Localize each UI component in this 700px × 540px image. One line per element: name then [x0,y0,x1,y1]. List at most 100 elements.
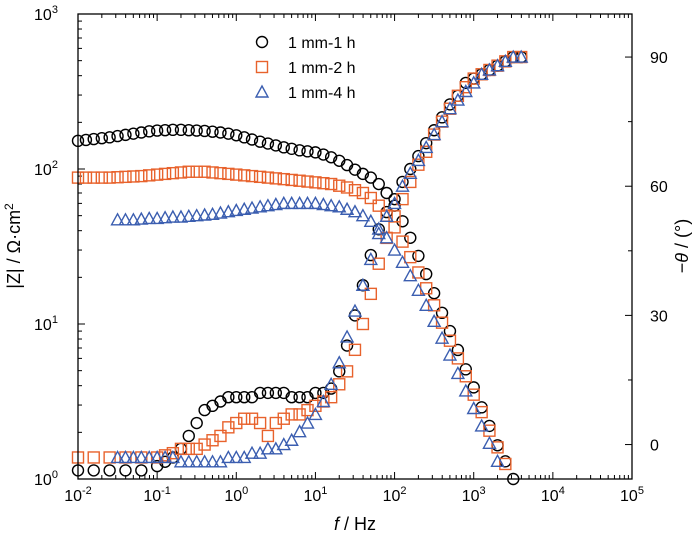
legend-label-3: 1 mm-4 h [288,85,356,102]
impedance-point [222,127,235,140]
phase-point [332,355,347,369]
phase-point [309,386,322,400]
impedance-point [269,139,283,152]
impedance-point [221,204,236,218]
impedance-point [157,210,173,224]
phase-point [450,92,466,106]
phase-point [221,450,236,464]
impedance-point [466,401,481,415]
phase-point [293,390,306,404]
phase-point [301,403,314,417]
phase-point [87,451,100,464]
phase-point [245,412,259,425]
x-tick-label-base: 10 [462,488,480,505]
phase-point [181,454,196,468]
impedance-point [111,129,124,143]
impedance-point [309,146,322,159]
impedance-point [182,123,195,137]
phase-point [87,464,100,477]
phase-point [388,210,401,223]
impedance-point [134,211,149,225]
phase-point [103,451,116,464]
impedance-point [372,199,385,212]
phase-point [434,114,450,128]
impedance-point [323,198,339,212]
phase-point [364,248,378,262]
phase-point [442,101,458,115]
phase-point [371,226,386,240]
impedance-point [293,174,306,187]
impedance-point [371,221,386,235]
legend-label-2: 1 mm-2 h [288,60,356,77]
phase-point [174,442,188,456]
impedance-point [213,205,228,219]
impedance-point [332,199,347,213]
impedance-point [166,123,180,137]
impedance-point [443,334,457,347]
phase-point [253,416,267,430]
impedance-point [165,209,181,223]
impedance-point [174,166,188,179]
impedance-point [442,347,458,361]
phase-point [395,178,410,192]
phase-point [285,408,298,421]
phase-point [214,429,227,443]
impedance-point [317,148,330,161]
phase-point [458,84,473,98]
impedance-point [229,203,244,217]
plot-frame [77,13,633,480]
impedance-point [79,133,93,147]
impedance-point [261,137,275,150]
impedance-point [173,209,189,223]
impedance-point [411,282,426,296]
impedance-point [118,212,133,226]
phase-point [379,208,394,223]
impedance-point [245,133,259,146]
impedance-point [260,198,276,212]
impedance-point [142,210,157,225]
phase-point [222,421,235,434]
impedance-point [182,165,195,178]
impedance-point [451,343,465,357]
y-left-tick-label-exp: 3 [52,4,58,16]
phase-point [426,127,442,141]
impedance-point [95,171,109,184]
y-right-tick-label: 0 [650,438,659,455]
phase-point [419,140,434,154]
impedance-point [435,316,449,329]
phase-point [506,49,521,63]
impedance-point [252,199,268,213]
phase-point [230,416,243,430]
impedance-point [245,169,259,183]
impedance-point [355,208,371,222]
axis-ticks: 10-2 10-1 100 101 102 103 104 10510010110210303… [34,4,668,505]
phase-point [404,162,417,176]
impedance-point [363,213,378,227]
impedance-point [135,169,148,183]
impedance-point [333,179,346,192]
impedance-point [450,365,466,380]
impedance-point [149,210,165,225]
phase-point [347,303,363,317]
legend-marker-triangle [254,84,270,98]
legend-item-1: 1 mm-1 h [255,35,356,52]
phase-point [182,429,195,443]
impedance-point [277,172,290,186]
impedance-point [181,208,196,223]
phase-point [134,450,149,464]
phase-point [205,454,220,468]
x-tick-label-exp: 1 [321,485,327,497]
impedance-point [300,195,315,210]
phase-point [300,415,315,429]
phase-point [396,192,409,206]
impedance-point [404,250,417,264]
phase-point [189,454,204,468]
phase-point [348,343,362,357]
impedance-point [206,166,219,179]
impedance-point [158,167,172,181]
x-tick-label-base: 10 [64,488,82,505]
x-tick-label: 103 [462,485,486,505]
data-series [71,49,529,486]
x-tick-label: 10-2 [64,485,92,505]
impedance-point [143,125,156,138]
